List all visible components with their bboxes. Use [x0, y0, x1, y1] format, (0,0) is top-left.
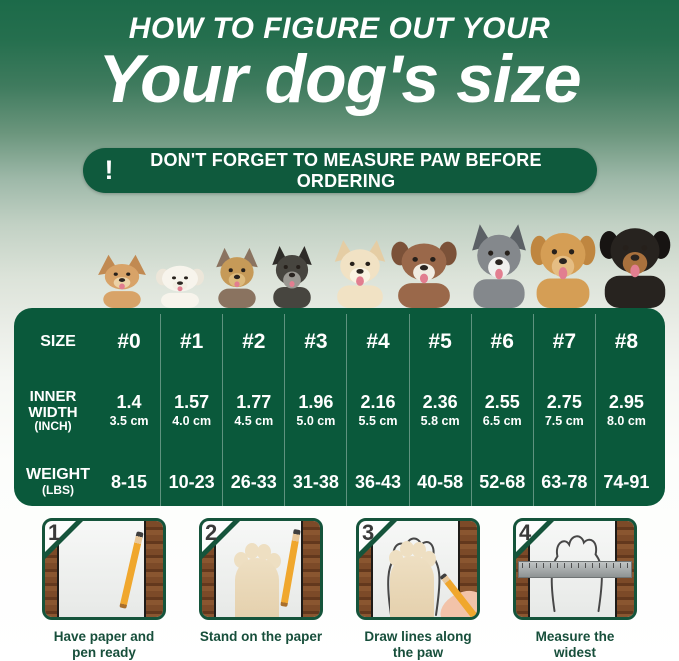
- wood-table-edge: [301, 521, 320, 617]
- dog-chihuahua: [96, 253, 148, 308]
- dog-yorkshire-terrier: [211, 245, 263, 308]
- size-col-header-0: #0: [117, 330, 141, 353]
- exclamation-icon: !: [104, 155, 114, 185]
- inner-width-row-label: INNER WIDTH (INCH): [18, 370, 88, 452]
- inner-width-cell-0: 1.4 3.5 cm: [109, 391, 149, 428]
- size-col-header-4: #4: [346, 314, 408, 370]
- step-3: 3 Draw lines along the paw: [356, 518, 480, 661]
- weight-cell-7: 63-78: [532, 452, 595, 512]
- weight-row-label: WEIGHT (LBS): [18, 452, 98, 512]
- step-number-badge: 4: [516, 521, 557, 562]
- inner-width-unit-text: (INCH): [34, 419, 72, 434]
- step-2-caption: Stand on the paper: [199, 629, 323, 644]
- step-3-caption: Draw lines along the paw: [364, 629, 472, 660]
- size-col-header-6: #6: [470, 314, 533, 370]
- dog-bichon-frise: [155, 259, 205, 308]
- inner-width-cell-2: 1.77 4.5 cm: [222, 370, 284, 452]
- dog-australian-shepherd: [390, 231, 458, 308]
- weight-cell-3: 31-38: [284, 452, 346, 512]
- weight-cell-5: 40-58: [408, 452, 471, 512]
- inner-width-cell-1: 1.57 4.0 cm: [160, 370, 222, 452]
- size-col-header-8: #8: [594, 314, 657, 370]
- step-number-badge: 1: [45, 521, 86, 562]
- dog-golden-retriever: [530, 221, 596, 308]
- dog-rottweiler: [599, 217, 671, 308]
- step-number-badge: 2: [202, 521, 243, 562]
- inner-width-cell-8: 2.95 8.0 cm: [594, 370, 657, 452]
- wood-table-edge: [144, 521, 163, 617]
- weight-cell-8: 74-91: [594, 452, 657, 512]
- size-table: SIZE #0 #1 #2 #3 #4 #5 #6 #7 #8 INNER WI…: [14, 308, 665, 512]
- size-col-header-3: #3: [284, 314, 346, 370]
- paw-graphic: [389, 541, 436, 617]
- dog-shiba-inu: [330, 238, 390, 308]
- page-title: Your dog's size: [98, 41, 581, 117]
- step-4-caption: Measure the widest of the paw: [535, 629, 615, 661]
- inner-width-cell-4: 2.16 5.5 cm: [346, 370, 408, 452]
- inner-width-label-text: INNER WIDTH: [28, 387, 78, 421]
- step-4-photo: 4: [513, 518, 637, 620]
- paw-outline-graphic: [550, 535, 603, 613]
- inner-width-cell-5: 2.36 5.8 cm: [408, 370, 471, 452]
- size-col-header-5: #5: [408, 314, 471, 370]
- reminder-banner-text: DON'T FORGET TO MEASURE PAW BEFORE ORDER…: [150, 149, 542, 191]
- step-2: 2 Stand on the paper: [199, 518, 323, 661]
- weight-cell-0: 8-15: [111, 471, 148, 492]
- measuring-steps: 1 Have paper and pen ready: [0, 518, 679, 661]
- step-1-photo: 1: [42, 518, 166, 620]
- weight-cell-1: 10-23: [160, 452, 222, 512]
- size-row-label: SIZE: [40, 332, 76, 350]
- dog-miniature-schnauzer: [266, 243, 318, 308]
- size-col-header-2: #2: [222, 314, 284, 370]
- step-4: 4 Measure the widest of the paw: [513, 518, 637, 661]
- inner-width-cell-6: 2.55 6.5 cm: [470, 370, 533, 452]
- weight-cell-4: 36-43: [346, 452, 408, 512]
- step-1-caption: Have paper and pen ready: [53, 629, 155, 660]
- kicker-heading: HOW TO FIGURE OUT YOUR: [128, 12, 551, 45]
- ruler-graphic: [518, 561, 632, 578]
- paw-graphic: [234, 543, 281, 617]
- size-col-header-1: #1: [160, 314, 222, 370]
- weight-unit-text: (LBS): [42, 483, 74, 498]
- dog-alaskan-malamute: [467, 223, 531, 308]
- step-3-photo: 3: [356, 518, 480, 620]
- weight-cell-2: 26-33: [222, 452, 284, 512]
- weight-label-text: WEIGHT: [26, 466, 90, 484]
- step-number-badge: 3: [359, 521, 400, 562]
- inner-width-cell-7: 2.75 7.5 cm: [532, 370, 595, 452]
- step-1: 1 Have paper and pen ready: [42, 518, 166, 661]
- size-col-header-7: #7: [532, 314, 595, 370]
- weight-cell-6: 52-68: [470, 452, 533, 512]
- step-2-photo: 2: [199, 518, 323, 620]
- inner-width-cell-3: 1.96 5.0 cm: [284, 370, 346, 452]
- reminder-banner: ! DON'T FORGET TO MEASURE PAW BEFORE ORD…: [82, 148, 597, 193]
